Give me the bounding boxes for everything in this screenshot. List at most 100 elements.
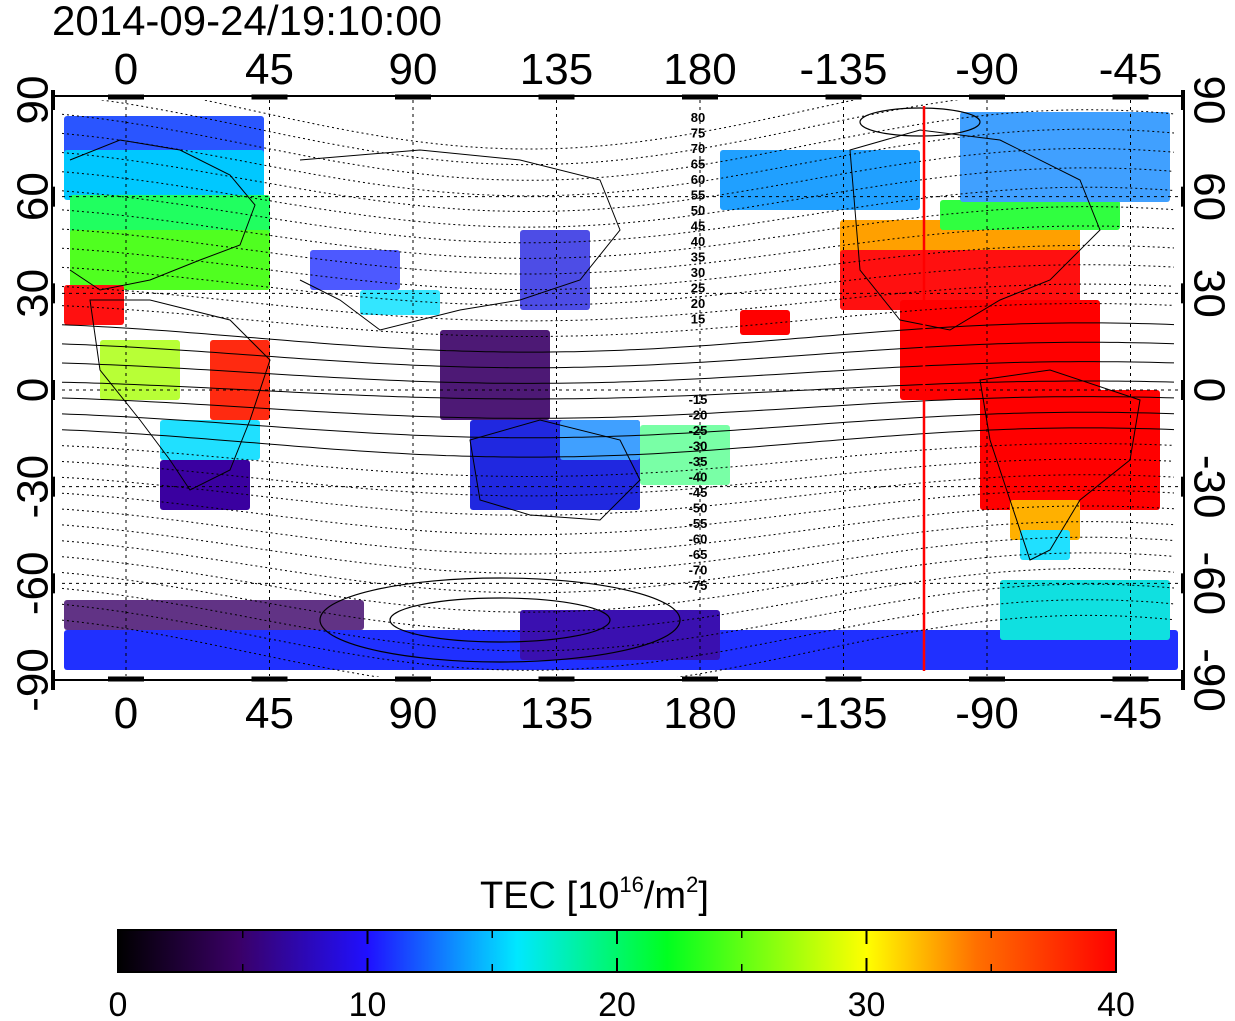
- contour-label: 25: [691, 281, 705, 296]
- contour-label: -70: [689, 563, 708, 578]
- tec-patch: [960, 112, 1170, 202]
- colorbar-ticks: [117, 930, 1117, 972]
- contour-label: 55: [691, 188, 705, 203]
- bottom-lon-label: 0: [114, 689, 138, 738]
- top-lon-label: 0: [114, 45, 138, 94]
- right-lat-label: 60: [1184, 172, 1233, 221]
- mag-lat-contour: [62, 225, 1175, 275]
- mag-lat-contour: [62, 283, 1175, 322]
- contour-label: 65: [691, 157, 705, 172]
- contour-label: 40: [691, 234, 705, 249]
- mag-lat-contour: [62, 427, 1175, 458]
- contour-label: -40: [689, 470, 708, 485]
- top-axis-labels: 0 45 90 135 180 -135 -90 -45: [114, 45, 1163, 94]
- bottom-lon-label: 135: [520, 689, 593, 738]
- coastline: [849, 129, 1101, 331]
- tec-patch: [560, 420, 640, 460]
- lat-lon-grid: [62, 100, 1178, 676]
- right-lat-label: -90: [1184, 648, 1233, 712]
- south-magnetic-pole-contour: [319, 577, 681, 663]
- contour-label: -75: [689, 578, 708, 593]
- mag-lat-contour: [62, 148, 1175, 212]
- tec-patch: [740, 310, 790, 335]
- left-lat-label: -90: [9, 648, 58, 712]
- coastline: [469, 419, 641, 521]
- tec-patch: [360, 290, 440, 315]
- mag-lat-contour: [62, 474, 1175, 516]
- right-lat-label: 30: [1184, 269, 1233, 318]
- mag-lat-contour: [62, 568, 1175, 632]
- bottom-lon-label: 45: [245, 689, 294, 738]
- left-lat-label: 30: [9, 269, 58, 318]
- mag-lat-contour: [62, 361, 1175, 384]
- bottom-lon-label: -45: [1099, 689, 1163, 738]
- right-lat-label: -30: [1184, 455, 1233, 519]
- contour-label: -45: [689, 485, 708, 500]
- contour-label: -15: [689, 392, 708, 407]
- contour-label: -60: [689, 532, 708, 547]
- mag-lat-contour: [62, 303, 1175, 337]
- contour-label: -20: [689, 408, 708, 423]
- tec-patch: [520, 230, 590, 310]
- mag-lat-contour: [62, 322, 1175, 353]
- mag-lat-contour: [62, 583, 1175, 652]
- colorbar-tick-labels: 0 10 20 30 40: [109, 986, 1135, 1021]
- contour-label: 30: [691, 265, 705, 280]
- contour-label: 35: [691, 250, 705, 265]
- left-lat-label: 60: [9, 172, 58, 221]
- north-magnetic-pole-contour: [859, 107, 981, 137]
- coastline: [69, 139, 256, 291]
- tec-patch: [64, 116, 264, 156]
- mag-lat-contour: [62, 536, 1175, 594]
- colorbar-tick-label: 40: [1097, 986, 1135, 1021]
- frame-ticks: [51, 90, 1185, 690]
- tec-patch: [720, 150, 920, 210]
- right-axis-labels: 90 60 30 0 -30 -60 -90: [1184, 76, 1233, 712]
- mag-lat-contour: [62, 128, 1175, 197]
- mag-lat-contour: [62, 458, 1175, 497]
- tec-patch: [64, 150, 264, 200]
- tec-patch: [100, 340, 180, 400]
- colorbar-tick-label: 30: [848, 986, 886, 1021]
- contour-label: -50: [689, 501, 708, 516]
- mag-lat-contour: [62, 443, 1175, 477]
- tec-patch: [70, 230, 270, 290]
- tec-patch: [64, 600, 364, 630]
- contour-label: -35: [689, 454, 708, 469]
- south-magnetic-pole-contour: [389, 597, 611, 643]
- top-lon-label: -135: [799, 45, 887, 94]
- mag-lat-contour: [62, 489, 1175, 536]
- mag-lat-contour: [62, 505, 1175, 555]
- colorbar: TEC [1016/m2] 0 10 20 30 40: [109, 872, 1135, 1021]
- tec-patch: [840, 250, 1080, 310]
- left-lat-label: -30: [9, 455, 58, 519]
- colorbar-tick-label: 0: [109, 986, 128, 1021]
- tec-patch: [940, 200, 1120, 230]
- top-lon-label: 135: [520, 45, 593, 94]
- contour-label: 60: [691, 172, 705, 187]
- top-lon-label: 90: [389, 45, 438, 94]
- tec-patch: [70, 195, 270, 240]
- magnetic-latitude-contours: [62, 100, 1175, 677]
- contour-label: -65: [689, 547, 708, 562]
- left-lat-label: 0: [9, 378, 58, 402]
- contour-label: 80: [691, 110, 705, 125]
- mag-lat-contour: [62, 186, 1175, 244]
- contour-label: 75: [691, 126, 705, 141]
- bottom-lon-label: -90: [955, 689, 1019, 738]
- top-lon-label: -90: [955, 45, 1019, 94]
- right-lat-label: 0: [1184, 378, 1233, 402]
- colorbar-tick-label: 20: [598, 986, 636, 1021]
- left-lat-label: -60: [9, 552, 58, 616]
- top-lon-label: 180: [663, 45, 736, 94]
- bottom-axis-labels: 0 45 90 135 180 -135 -90 -45: [114, 689, 1163, 738]
- contour-label: 15: [691, 312, 705, 327]
- tec-patch: [440, 330, 550, 420]
- contour-label: 70: [691, 141, 705, 156]
- mag-lat-contour: [62, 206, 1175, 259]
- contour-label: -55: [689, 516, 708, 531]
- mag-lat-contour: [62, 341, 1175, 369]
- mag-lat-contour: [62, 521, 1175, 574]
- colorbar-tick-label: 10: [349, 986, 387, 1021]
